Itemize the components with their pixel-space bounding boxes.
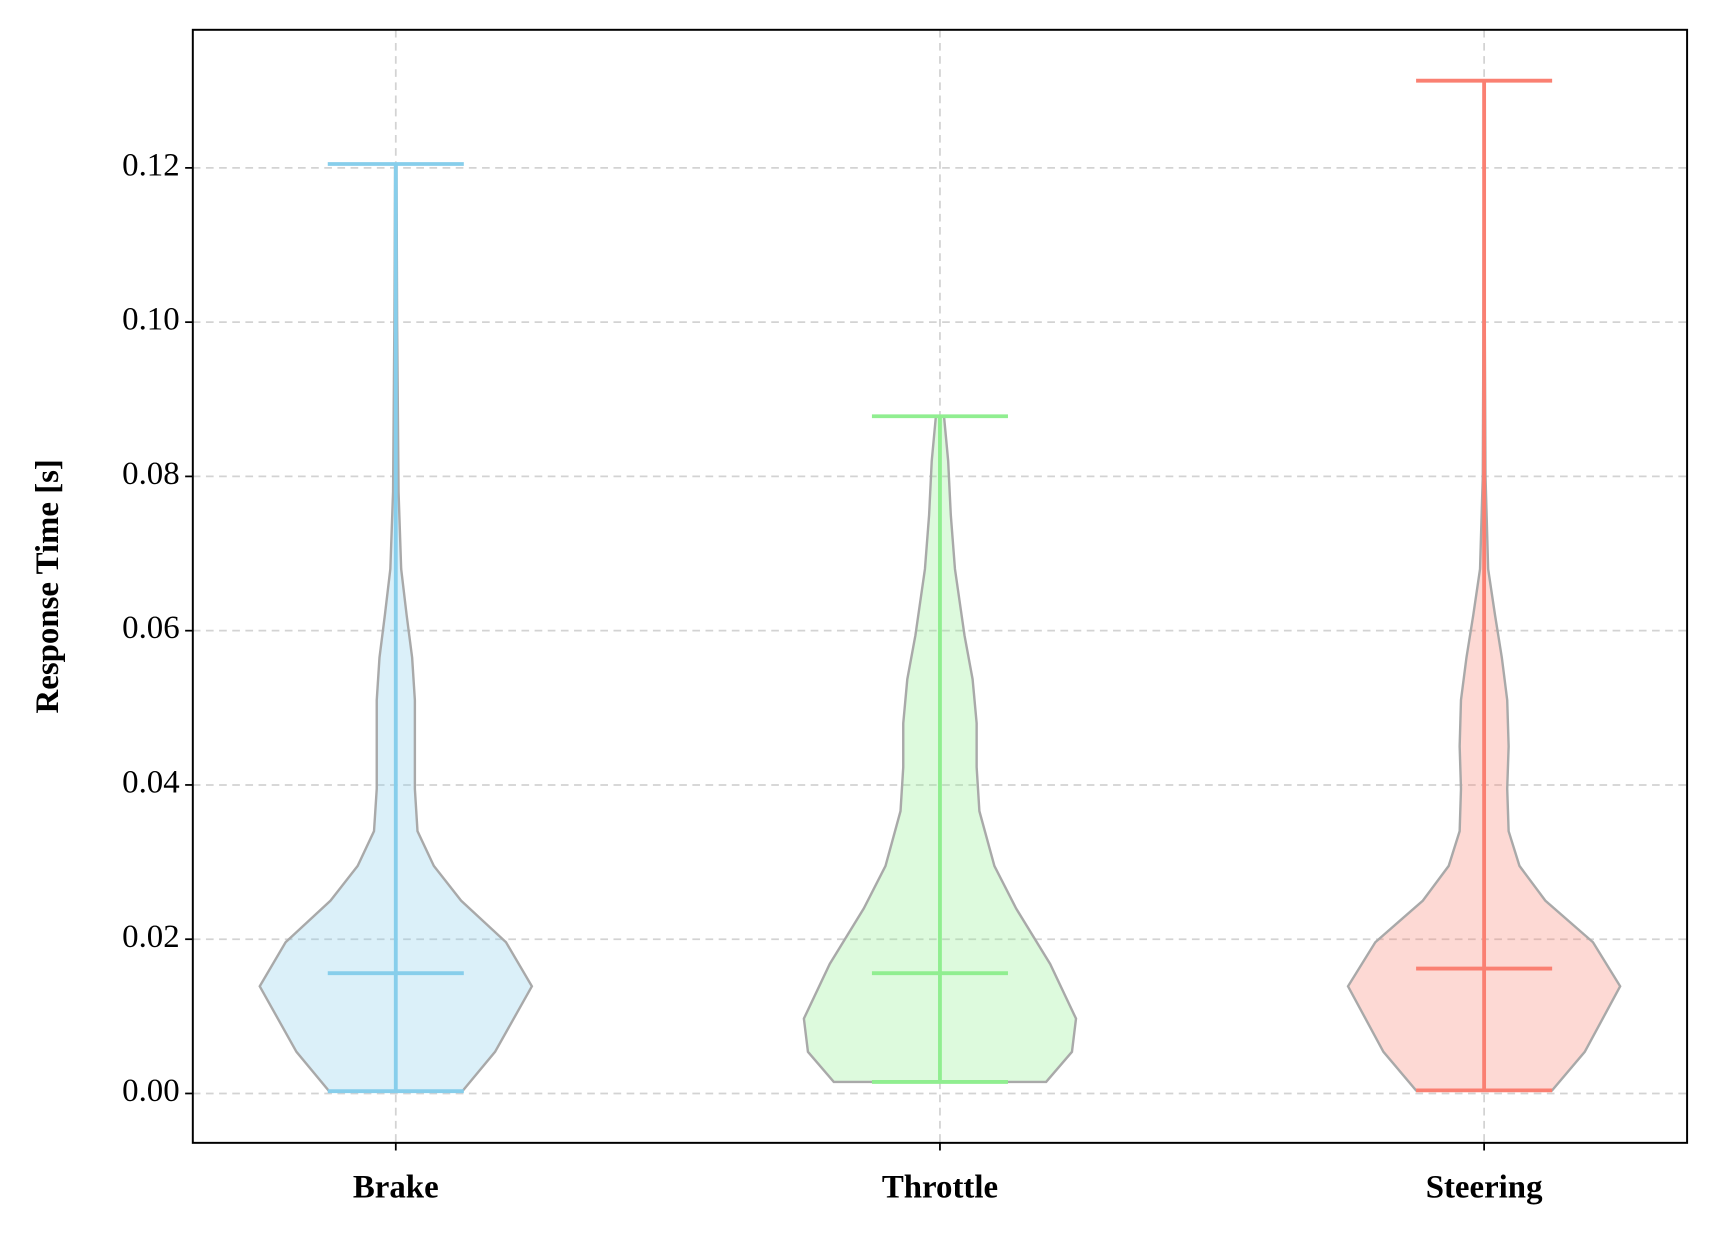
x-tick-label: Steering (1426, 1170, 1543, 1206)
y-tick-label: 0.04 (122, 764, 180, 800)
y-tick-label: 0.02 (122, 919, 180, 955)
y-tick-label: 0.00 (122, 1073, 180, 1109)
x-tick-label: Brake (353, 1170, 439, 1206)
y-tick-label: 0.12 (122, 147, 180, 183)
y-tick-label: 0.06 (122, 610, 180, 646)
plot-frame (191, 28, 1689, 1144)
y-tick-label: 0.10 (122, 302, 180, 338)
y-axis-label: Response Time [s] (30, 459, 66, 713)
y-tick-label: 0.08 (122, 456, 180, 492)
x-tick-label: Throttle (882, 1170, 998, 1206)
